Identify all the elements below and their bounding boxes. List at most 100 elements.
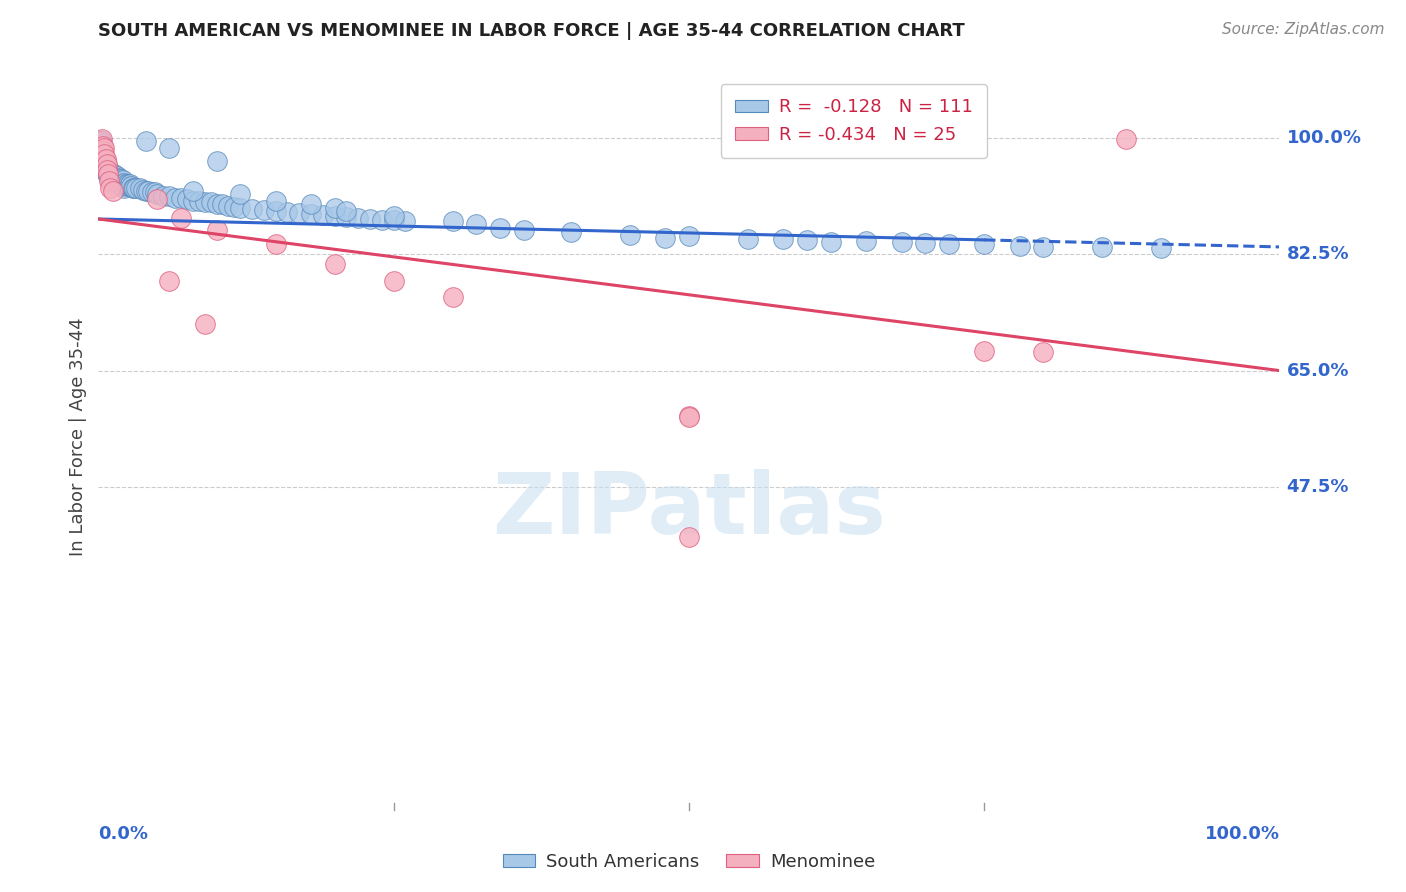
Point <box>110 172 132 186</box>
Point <box>200 195 222 210</box>
Point <box>108 178 131 192</box>
Text: SOUTH AMERICAN VS MENOMINEE IN LABOR FORCE | AGE 35-44 CORRELATION CHART: SOUTH AMERICAN VS MENOMINEE IN LABOR FOR… <box>98 22 965 40</box>
Point <box>91 161 114 175</box>
Point <box>973 343 995 358</box>
Point <box>938 237 960 252</box>
Point <box>105 170 128 185</box>
Point <box>111 176 134 190</box>
Point <box>104 170 127 185</box>
Point <box>146 187 169 202</box>
Point <box>170 191 193 205</box>
Point <box>914 235 936 250</box>
Point <box>187 194 209 208</box>
Legend: South Americans, Menominee: South Americans, Menominee <box>495 846 883 878</box>
Point <box>323 201 346 215</box>
Point <box>114 178 136 192</box>
Point <box>93 157 115 171</box>
Point <box>264 204 287 219</box>
Point <box>224 200 246 214</box>
Point <box>90 134 112 148</box>
Point <box>737 232 759 246</box>
Point <box>112 173 135 187</box>
Point <box>108 172 131 186</box>
Point <box>103 168 125 182</box>
Point <box>276 205 298 219</box>
Point <box>205 197 228 211</box>
Point <box>181 184 204 198</box>
Point <box>100 174 122 188</box>
Point <box>136 184 159 198</box>
Point <box>104 176 127 190</box>
Point <box>678 410 700 425</box>
Point <box>135 184 157 198</box>
Point <box>240 202 263 216</box>
Point <box>619 227 641 242</box>
Point <box>143 186 166 200</box>
Point <box>91 147 114 161</box>
Point <box>359 211 381 226</box>
Point <box>394 214 416 228</box>
Point <box>217 199 239 213</box>
Point <box>489 220 512 235</box>
Point <box>229 201 252 215</box>
Y-axis label: In Labor Force | Age 35-44: In Labor Force | Age 35-44 <box>69 318 87 557</box>
Point <box>100 169 122 184</box>
Point <box>264 237 287 252</box>
Point <box>128 180 150 194</box>
Point <box>121 178 143 193</box>
Point <box>211 197 233 211</box>
Point <box>125 180 148 194</box>
Point <box>772 232 794 246</box>
Point <box>112 176 135 190</box>
Point <box>112 178 135 192</box>
Point <box>103 172 125 186</box>
Point <box>91 151 114 165</box>
Point <box>96 168 118 182</box>
Point <box>253 202 276 217</box>
Point <box>181 194 204 208</box>
Point <box>121 180 143 194</box>
Point <box>94 154 117 169</box>
Point <box>264 194 287 208</box>
Point <box>98 172 121 186</box>
Point <box>98 162 121 177</box>
Point <box>165 191 187 205</box>
Point <box>382 210 405 224</box>
Point <box>98 180 121 194</box>
Point <box>176 192 198 206</box>
Point <box>299 197 322 211</box>
Point <box>347 211 370 225</box>
Text: 100.0%: 100.0% <box>1205 825 1279 843</box>
Point <box>93 141 115 155</box>
Point <box>107 178 129 192</box>
Point <box>118 178 141 193</box>
Point <box>96 162 118 177</box>
Text: 82.5%: 82.5% <box>1286 245 1350 263</box>
Point <box>122 180 145 194</box>
Point <box>157 274 180 288</box>
Point <box>141 186 163 200</box>
Point <box>1032 240 1054 254</box>
Point <box>678 409 700 423</box>
Point <box>112 180 135 194</box>
Point <box>105 174 128 188</box>
Point <box>323 210 346 224</box>
Point <box>111 179 134 194</box>
Point <box>96 159 118 173</box>
Point <box>382 213 405 227</box>
Point <box>110 178 132 193</box>
Point <box>678 229 700 244</box>
Point <box>105 174 128 188</box>
Text: Source: ZipAtlas.com: Source: ZipAtlas.com <box>1222 22 1385 37</box>
Point <box>94 161 117 175</box>
Point <box>94 152 117 166</box>
Point <box>335 204 357 219</box>
Point <box>105 169 128 184</box>
Point <box>441 214 464 228</box>
Point <box>98 169 121 184</box>
Point <box>1032 345 1054 359</box>
Point <box>1008 238 1031 252</box>
Point <box>820 235 842 249</box>
Point <box>101 170 124 185</box>
Point <box>91 144 114 158</box>
